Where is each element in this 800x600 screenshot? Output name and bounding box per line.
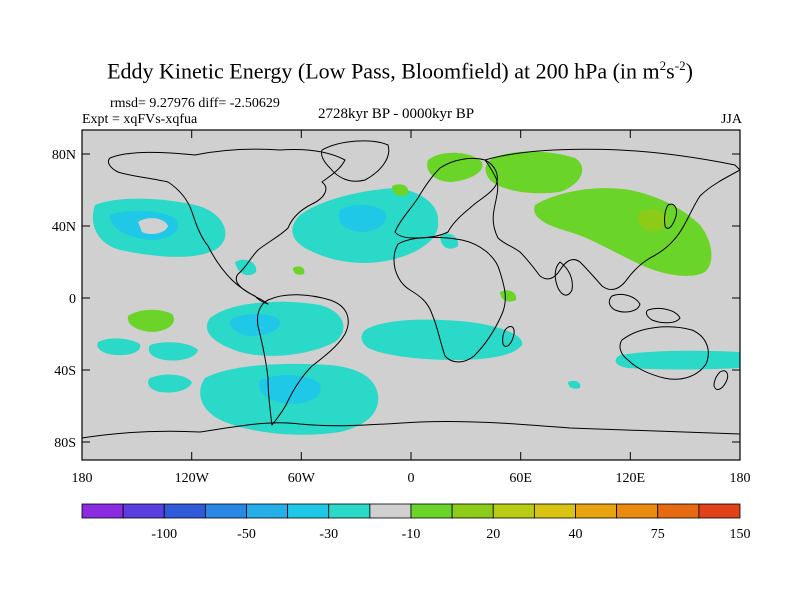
coast-new-zealand xyxy=(713,370,729,390)
coastlines xyxy=(81,140,741,439)
patch-europe-small xyxy=(392,184,409,196)
lon-tick-label: 60E xyxy=(509,471,532,486)
coast-australia xyxy=(619,326,709,380)
patch-caribbean-green xyxy=(293,266,305,275)
colorbar-label: -30 xyxy=(319,527,338,542)
patch-southern-ocean-west xyxy=(148,374,192,393)
colorbar-swatch xyxy=(533,503,576,519)
patch-scandinavia xyxy=(427,152,483,182)
colorbar-label: 20 xyxy=(486,527,500,542)
colorbar-swatch xyxy=(81,503,124,519)
colorbar-label: -10 xyxy=(402,527,421,542)
colorbar-swatch xyxy=(657,503,700,519)
patch-asia-core xyxy=(637,209,668,232)
season-label: JJA xyxy=(720,112,742,127)
colorbar-swatch xyxy=(163,503,206,519)
patch-southwest-pacific xyxy=(97,338,141,356)
lat-tick-label: 40S xyxy=(54,364,76,379)
colorbar-swatch xyxy=(328,503,371,519)
lon-tick-label: 120W xyxy=(175,471,210,486)
lat-tick-label: 80S xyxy=(54,436,76,451)
coast-madagascar xyxy=(502,326,515,347)
patch-south-atlantic xyxy=(361,319,523,360)
patch-north-pacific-hole xyxy=(138,218,168,234)
coast-north-america xyxy=(107,148,346,305)
lon-axis: 180 120W 60W 0 60E 120E 180 xyxy=(72,130,751,486)
colorbar-label: 75 xyxy=(651,527,665,542)
patch-south-pacific-core xyxy=(229,314,281,336)
patch-equatorial-atlantic xyxy=(500,290,517,302)
lon-tick-label: 180 xyxy=(72,471,93,486)
chart-title: Eddy Kinetic Energy (Low Pass, Bloomfiel… xyxy=(107,58,693,84)
map-background xyxy=(82,130,740,460)
patch-equatorial-pacific xyxy=(127,309,175,332)
lat-axis: 80N 40N 0 40S 80S xyxy=(52,148,740,451)
patch-north-atlantic-core xyxy=(338,204,387,232)
coast-japan xyxy=(664,203,677,229)
colorbar-swatch xyxy=(122,503,165,519)
patch-south-indian-ocean xyxy=(615,350,740,370)
colorbar-swatch xyxy=(616,503,659,519)
period-label: 2728kyr BP - 0000kyr BP xyxy=(318,106,475,122)
colorbar-swatch xyxy=(410,503,453,519)
patch-south-pacific-mid xyxy=(148,342,198,361)
anomaly-patches xyxy=(92,151,740,435)
colorbar-label: 40 xyxy=(569,527,583,542)
colorbar-swatch xyxy=(204,503,247,519)
coast-india xyxy=(554,261,573,296)
coast-new-guinea xyxy=(645,307,681,324)
colorbar-label: 150 xyxy=(730,527,751,542)
colorbar-swatch xyxy=(575,503,618,519)
coast-africa xyxy=(393,236,506,363)
patch-central-america xyxy=(235,259,257,276)
colorbar-swatch xyxy=(246,503,289,519)
patch-north-asia xyxy=(485,151,583,194)
colorbar-label: -50 xyxy=(237,527,256,542)
lon-tick-label: 120E xyxy=(616,471,646,486)
colorbar-label: -100 xyxy=(151,527,177,542)
patch-southern-ocean-core xyxy=(259,375,321,404)
colorbar-labels: -100 -50 -30 -10 20 40 75 150 xyxy=(151,527,750,542)
lat-tick-label: 40N xyxy=(52,220,76,235)
colorbar xyxy=(81,503,741,519)
patch-asia xyxy=(534,188,712,276)
lon-tick-label: 60W xyxy=(288,471,316,486)
colorbar-swatch xyxy=(287,503,330,519)
lat-tick-label: 80N xyxy=(52,148,76,163)
experiment-label: Expt = xqFVs-xqfua xyxy=(82,112,198,127)
lon-tick-label: 0 xyxy=(408,471,415,486)
colorbar-swatch xyxy=(492,503,535,519)
coast-se-asia-islands xyxy=(608,293,641,313)
lat-tick-label: 0 xyxy=(69,292,76,307)
coast-asia xyxy=(484,148,741,290)
colorbar-swatch xyxy=(369,503,412,519)
coast-south-america xyxy=(257,294,349,426)
stats-label: rmsd= 9.27976 diff= -2.50629 xyxy=(110,96,280,111)
colorbar-swatch xyxy=(451,503,494,519)
patch-indian-small xyxy=(568,380,581,389)
colorbar-swatch xyxy=(698,503,741,519)
coast-greenland xyxy=(321,140,390,182)
coast-antarctica xyxy=(81,420,741,439)
lon-tick-label: 180 xyxy=(730,471,751,486)
